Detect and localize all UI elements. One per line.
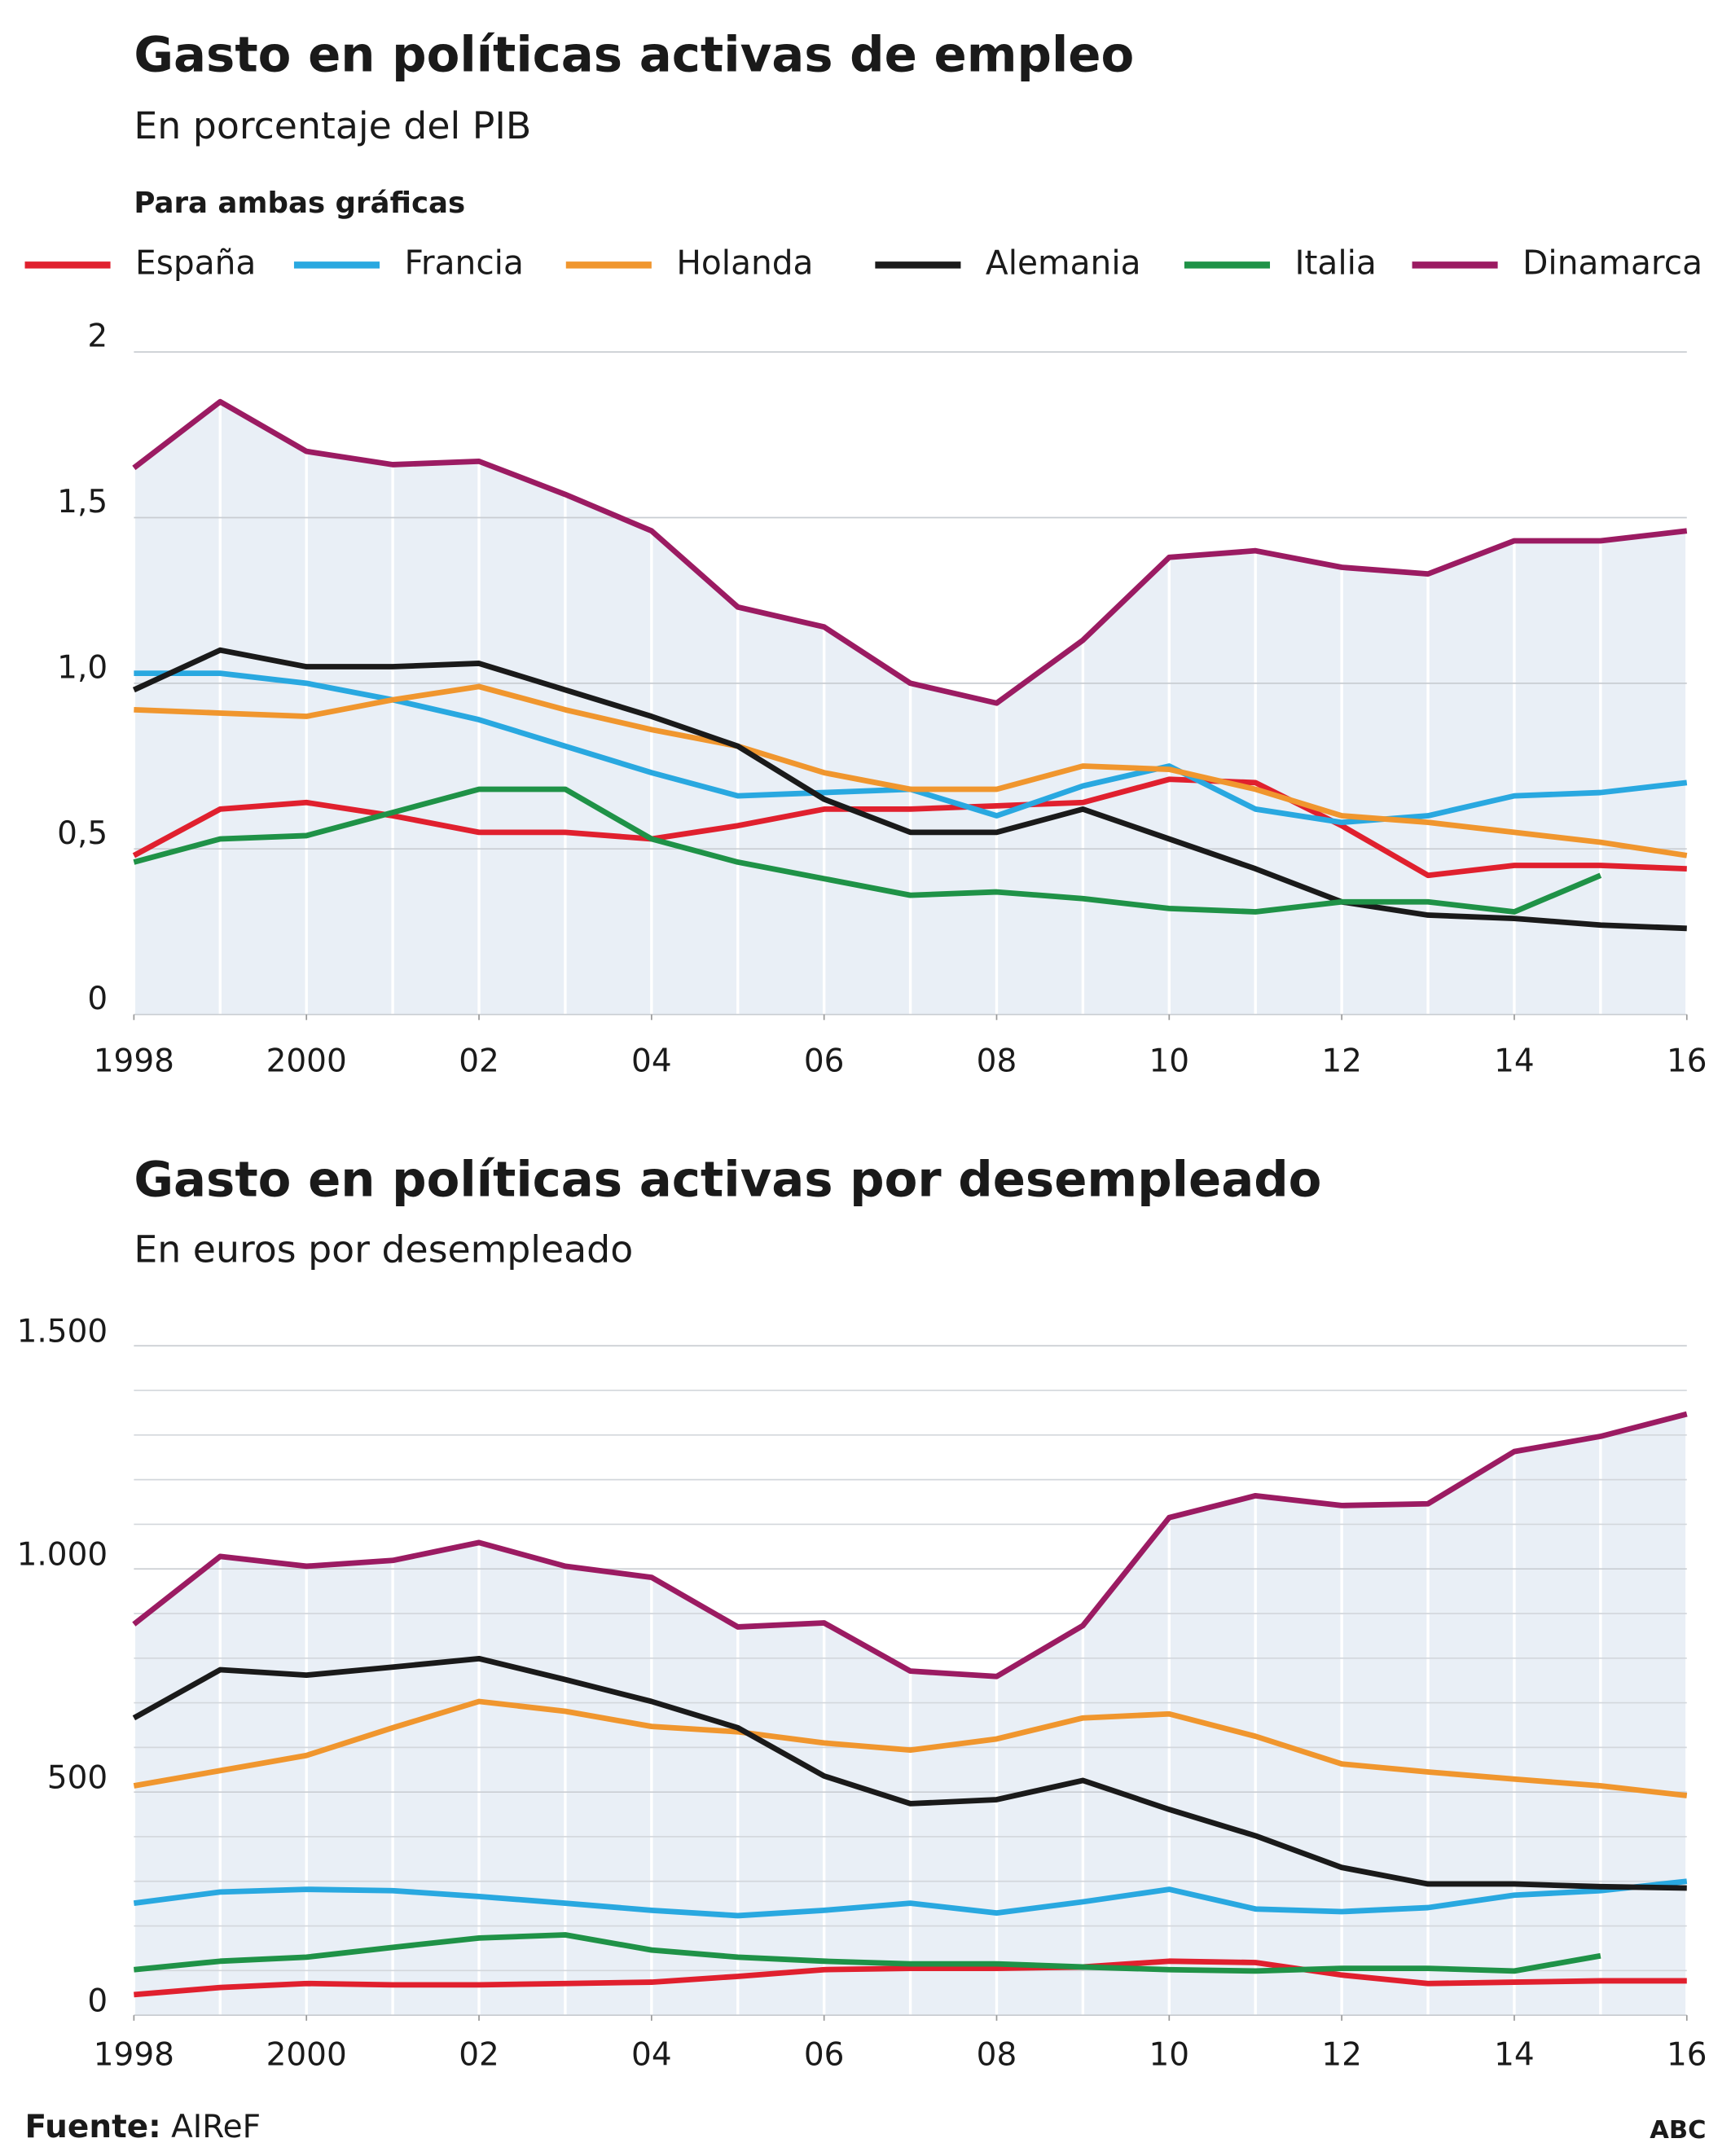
y-tick-label: 1.500 <box>17 1313 108 1350</box>
chart-subtitle: En porcentaje del PIB <box>134 104 531 147</box>
series-line <box>133 1698 1688 1798</box>
legend-label: Holanda <box>676 243 813 282</box>
source: Fuente: AIReF <box>25 2109 261 2145</box>
legend-label: Alemania <box>986 243 1141 282</box>
series-line <box>133 1878 1688 1919</box>
legend-label: Italia <box>1295 243 1377 282</box>
y-tick-label: 1,0 <box>57 649 108 686</box>
y-tick-label: 1.000 <box>17 1536 108 1573</box>
x-tick-label: 2000 <box>266 2036 347 2073</box>
x-tick-label: 02 <box>459 1043 499 1079</box>
x-tick-label: 02 <box>459 2036 499 2073</box>
x-tick-label: 12 <box>1321 1043 1362 1079</box>
y-tick-label: 0 <box>87 1983 108 2019</box>
x-tick-label: 16 <box>1667 1043 1707 1079</box>
x-tick-label: 14 <box>1494 2036 1535 2073</box>
series-line <box>134 1932 1601 1974</box>
x-tick-label: 04 <box>631 1043 672 1079</box>
source-text: AIReF <box>171 2109 261 2145</box>
legend-label: Dinamarca <box>1522 243 1702 282</box>
x-tick-label: 06 <box>804 2036 845 2073</box>
x-tick-label: 12 <box>1321 2036 1362 2073</box>
x-tick-label: 16 <box>1667 2036 1707 2073</box>
series-line <box>134 683 1688 858</box>
x-tick-label: 1998 <box>94 1043 174 1079</box>
x-tick-label: 14 <box>1494 1043 1535 1079</box>
series-line <box>132 776 1687 879</box>
chart-title: Gasto en políticas activas de empleo <box>134 26 1134 82</box>
x-tick-label: 10 <box>1149 2036 1190 2073</box>
credit: ABC <box>1650 2116 1706 2145</box>
y-tick-label: 0 <box>87 981 108 1017</box>
y-tick-label: 2 <box>87 318 108 355</box>
y-tick-label: 0,5 <box>57 815 108 852</box>
x-tick-label: 1998 <box>94 2036 174 2073</box>
x-tick-label: 08 <box>977 2036 1017 2073</box>
y-tick-label: 1,5 <box>57 484 108 520</box>
chart-subtitle: En euros por desempleado <box>134 1228 633 1271</box>
chart-title: Gasto en políticas activas por desemplea… <box>134 1151 1321 1207</box>
series-line <box>132 647 1687 932</box>
legend-label: Francia <box>405 243 524 282</box>
series-line <box>132 1411 1688 1680</box>
source-label: Fuente: <box>25 2109 161 2145</box>
x-tick-label: 2000 <box>266 1043 347 1079</box>
series-line <box>133 786 1602 915</box>
series-line <box>132 1655 1687 1891</box>
y-tick-label: 500 <box>47 1759 108 1796</box>
x-tick-label: 06 <box>804 1043 845 1079</box>
x-tick-label: 10 <box>1149 1043 1190 1079</box>
x-tick-label: 04 <box>631 2036 672 2073</box>
x-tick-label: 08 <box>977 1043 1017 1079</box>
legend-title: Para ambas gráficas <box>134 187 465 220</box>
legend-label: España <box>135 243 256 282</box>
series-line <box>134 1958 1687 1998</box>
series-line <box>132 398 1688 706</box>
